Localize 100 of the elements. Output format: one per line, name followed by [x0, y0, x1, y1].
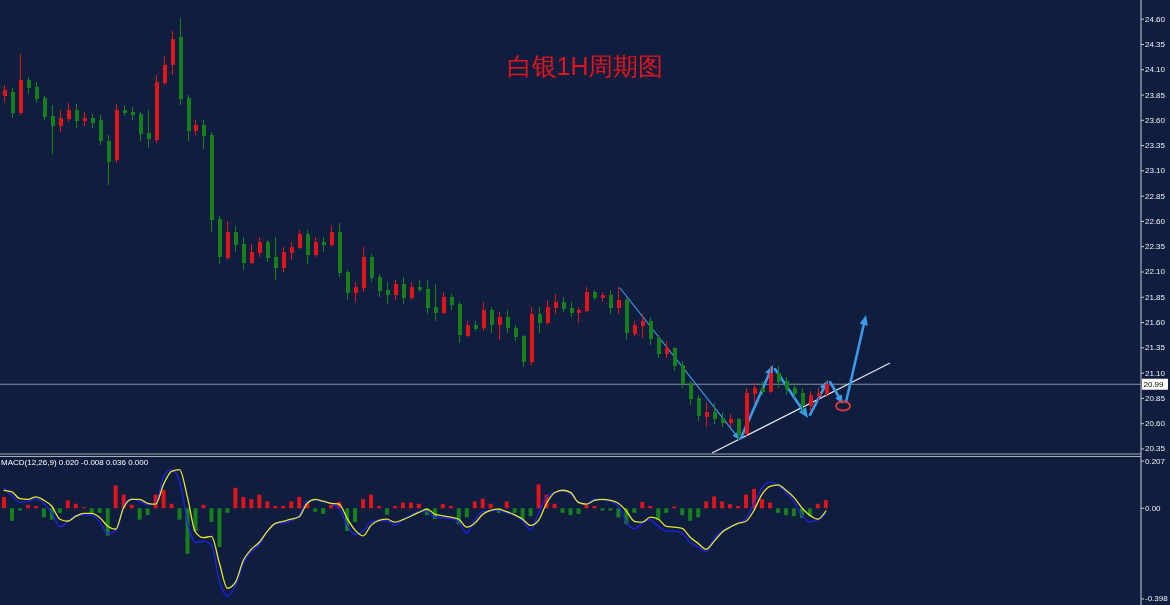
- candlestick: [162, 55, 167, 86]
- ref-line-label: 20.99: [1143, 379, 1165, 389]
- y-tick-label: 20.35: [1145, 444, 1166, 454]
- chart-title: MACD(12,26,9) 0.020 -0.008 0.036 0.000: [1, 457, 149, 467]
- candlestick: [744, 387, 749, 437]
- candlestick: [186, 94, 191, 142]
- bar: [65, 500, 70, 509]
- candlestick: [824, 380, 829, 398]
- bar: [225, 508, 230, 513]
- candlestick: [537, 306, 542, 334]
- bar: [536, 484, 541, 509]
- candlestick: [217, 215, 222, 265]
- y-tick-label: 21.10: [1145, 368, 1166, 378]
- bar: [193, 508, 198, 532]
- candlestick: [241, 236, 246, 271]
- candlestick: [561, 296, 566, 313]
- candlestick: [10, 87, 15, 119]
- candlestick: [170, 30, 175, 76]
- candlestick: [249, 243, 254, 265]
- y-tick-label: 23.85: [1145, 90, 1166, 100]
- candlestick: [321, 236, 326, 253]
- candlestick: [489, 306, 494, 334]
- candlestick: [465, 320, 470, 338]
- candlestick: [433, 283, 438, 322]
- bar: [680, 508, 685, 516]
- candlestick: [409, 281, 414, 301]
- candlestick: [154, 74, 159, 144]
- y-tick-label: 23.10: [1145, 166, 1166, 176]
- candlestick: [209, 131, 214, 233]
- y-tick-label: 21.60: [1145, 318, 1166, 328]
- candlestick: [201, 119, 206, 150]
- candlestick: [736, 417, 741, 441]
- y-tick-label: -0.398: [1145, 594, 1169, 604]
- bar: [249, 499, 254, 509]
- bar: [57, 508, 62, 513]
- bar: [177, 508, 182, 520]
- bar: [632, 508, 637, 513]
- candlestick: [313, 236, 318, 258]
- candlestick: [529, 306, 534, 366]
- candlestick: [513, 324, 518, 342]
- bar: [560, 508, 565, 513]
- y-tick-label: 21.35: [1145, 343, 1166, 353]
- candlestick: [345, 269, 350, 301]
- candlestick: [481, 301, 486, 332]
- candlestick: [616, 286, 621, 315]
- candlestick: [600, 291, 605, 303]
- candlestick: [576, 306, 581, 324]
- candlestick: [441, 291, 446, 315]
- candlestick: [305, 229, 310, 265]
- bar: [791, 508, 796, 517]
- y-tick-label: 21.85: [1145, 292, 1166, 302]
- bar: [241, 496, 246, 509]
- bar: [464, 508, 469, 518]
- candlestick: [82, 111, 87, 127]
- candlestick: [50, 104, 55, 155]
- y-tick-label: 20.60: [1145, 419, 1166, 429]
- y-tick-label: 22.10: [1145, 267, 1166, 277]
- candlestick: [417, 279, 422, 293]
- candlestick: [353, 281, 358, 303]
- y-tick-label: 23.35: [1145, 141, 1166, 151]
- candlestick: [297, 229, 302, 250]
- candlestick: [696, 394, 701, 422]
- bar: [217, 508, 222, 548]
- bar: [775, 508, 780, 513]
- bar: [640, 501, 645, 509]
- candlestick: [257, 236, 262, 258]
- bar: [1, 496, 6, 509]
- candlestick: [760, 380, 765, 396]
- candlestick: [225, 220, 230, 261]
- bar: [257, 494, 262, 509]
- y-tick-label: 0.00: [1145, 503, 1162, 513]
- bar: [728, 504, 733, 509]
- candlestick: [640, 313, 645, 339]
- candlestick: [122, 104, 127, 117]
- candlestick: [728, 413, 733, 428]
- candlestick: [74, 103, 79, 129]
- candlestick: [800, 387, 805, 413]
- bar: [576, 508, 581, 514]
- bar: [321, 508, 326, 514]
- candlestick: [385, 281, 390, 305]
- y-tick-label: 23.60: [1145, 115, 1166, 125]
- bar: [369, 494, 374, 509]
- bar: [297, 496, 302, 509]
- bar: [712, 496, 717, 509]
- y-tick-label: 0.207: [1145, 456, 1166, 466]
- candlestick: [553, 293, 558, 315]
- bar: [113, 485, 118, 509]
- candlestick: [329, 225, 334, 248]
- candlestick: [425, 279, 430, 315]
- candlestick: [720, 411, 725, 428]
- candlestick: [449, 293, 454, 311]
- y-tick-label: 24.35: [1145, 39, 1166, 49]
- candlestick: [688, 380, 693, 406]
- y-tick-label: 22.35: [1145, 242, 1166, 252]
- candlestick: [289, 241, 294, 261]
- text: 白银1H周期图: [506, 52, 664, 80]
- candlestick: [18, 53, 23, 116]
- bar: [9, 508, 14, 521]
- candlestick: [664, 340, 669, 359]
- candlestick: [497, 311, 502, 341]
